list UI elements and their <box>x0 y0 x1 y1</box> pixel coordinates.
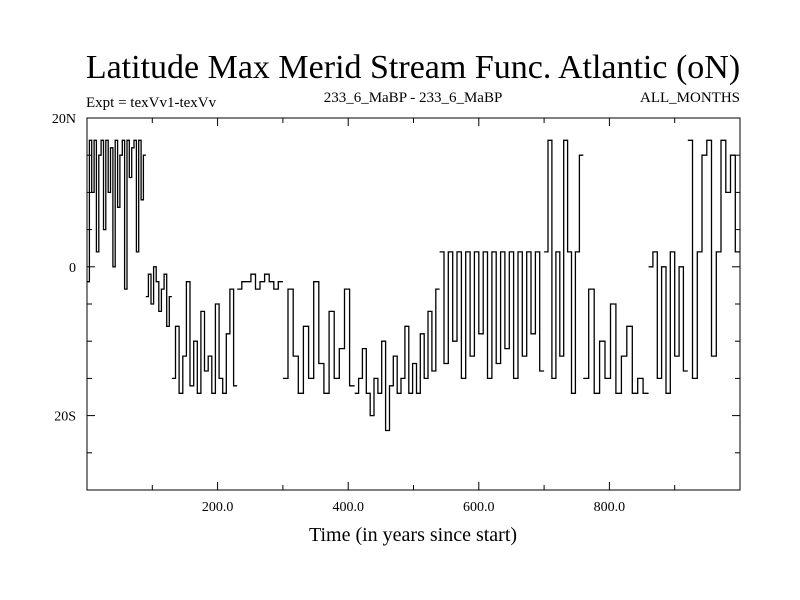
tick-group: 200.0 400.0 600.0 800.0 20N 0 20S <box>52 112 740 515</box>
series-line <box>687 139 740 380</box>
y-tick-label: 0 <box>69 261 76 276</box>
y-tick-label: 20S <box>54 410 76 425</box>
series-line <box>87 139 146 290</box>
series-line <box>439 251 545 380</box>
series-line <box>544 139 584 394</box>
run-label: 233_6_MaBP - 233_6_MaBP <box>324 90 503 106</box>
x-tick-label: 200.0 <box>202 500 234 515</box>
x-tick-label: 600.0 <box>463 500 495 515</box>
series-line <box>354 288 440 432</box>
expt-label: Expt = texVv1-texVv <box>86 95 217 111</box>
x-axis-label: Time (in years since start) <box>309 524 517 546</box>
y-tick-label: 20N <box>52 112 76 127</box>
chart-title: Latitude Max Merid Stream Func. Atlantic… <box>86 49 740 86</box>
series-line <box>583 288 649 394</box>
months-label: ALL_MONTHS <box>640 90 740 106</box>
series-line <box>171 281 238 394</box>
series-group <box>87 139 740 432</box>
x-tick-label: 400.0 <box>332 500 364 515</box>
series-line <box>237 273 283 290</box>
series-line <box>648 251 688 394</box>
series-line <box>282 281 355 394</box>
plot-frame <box>86 117 741 491</box>
series-line <box>145 266 172 327</box>
x-tick-label: 800.0 <box>594 500 626 515</box>
